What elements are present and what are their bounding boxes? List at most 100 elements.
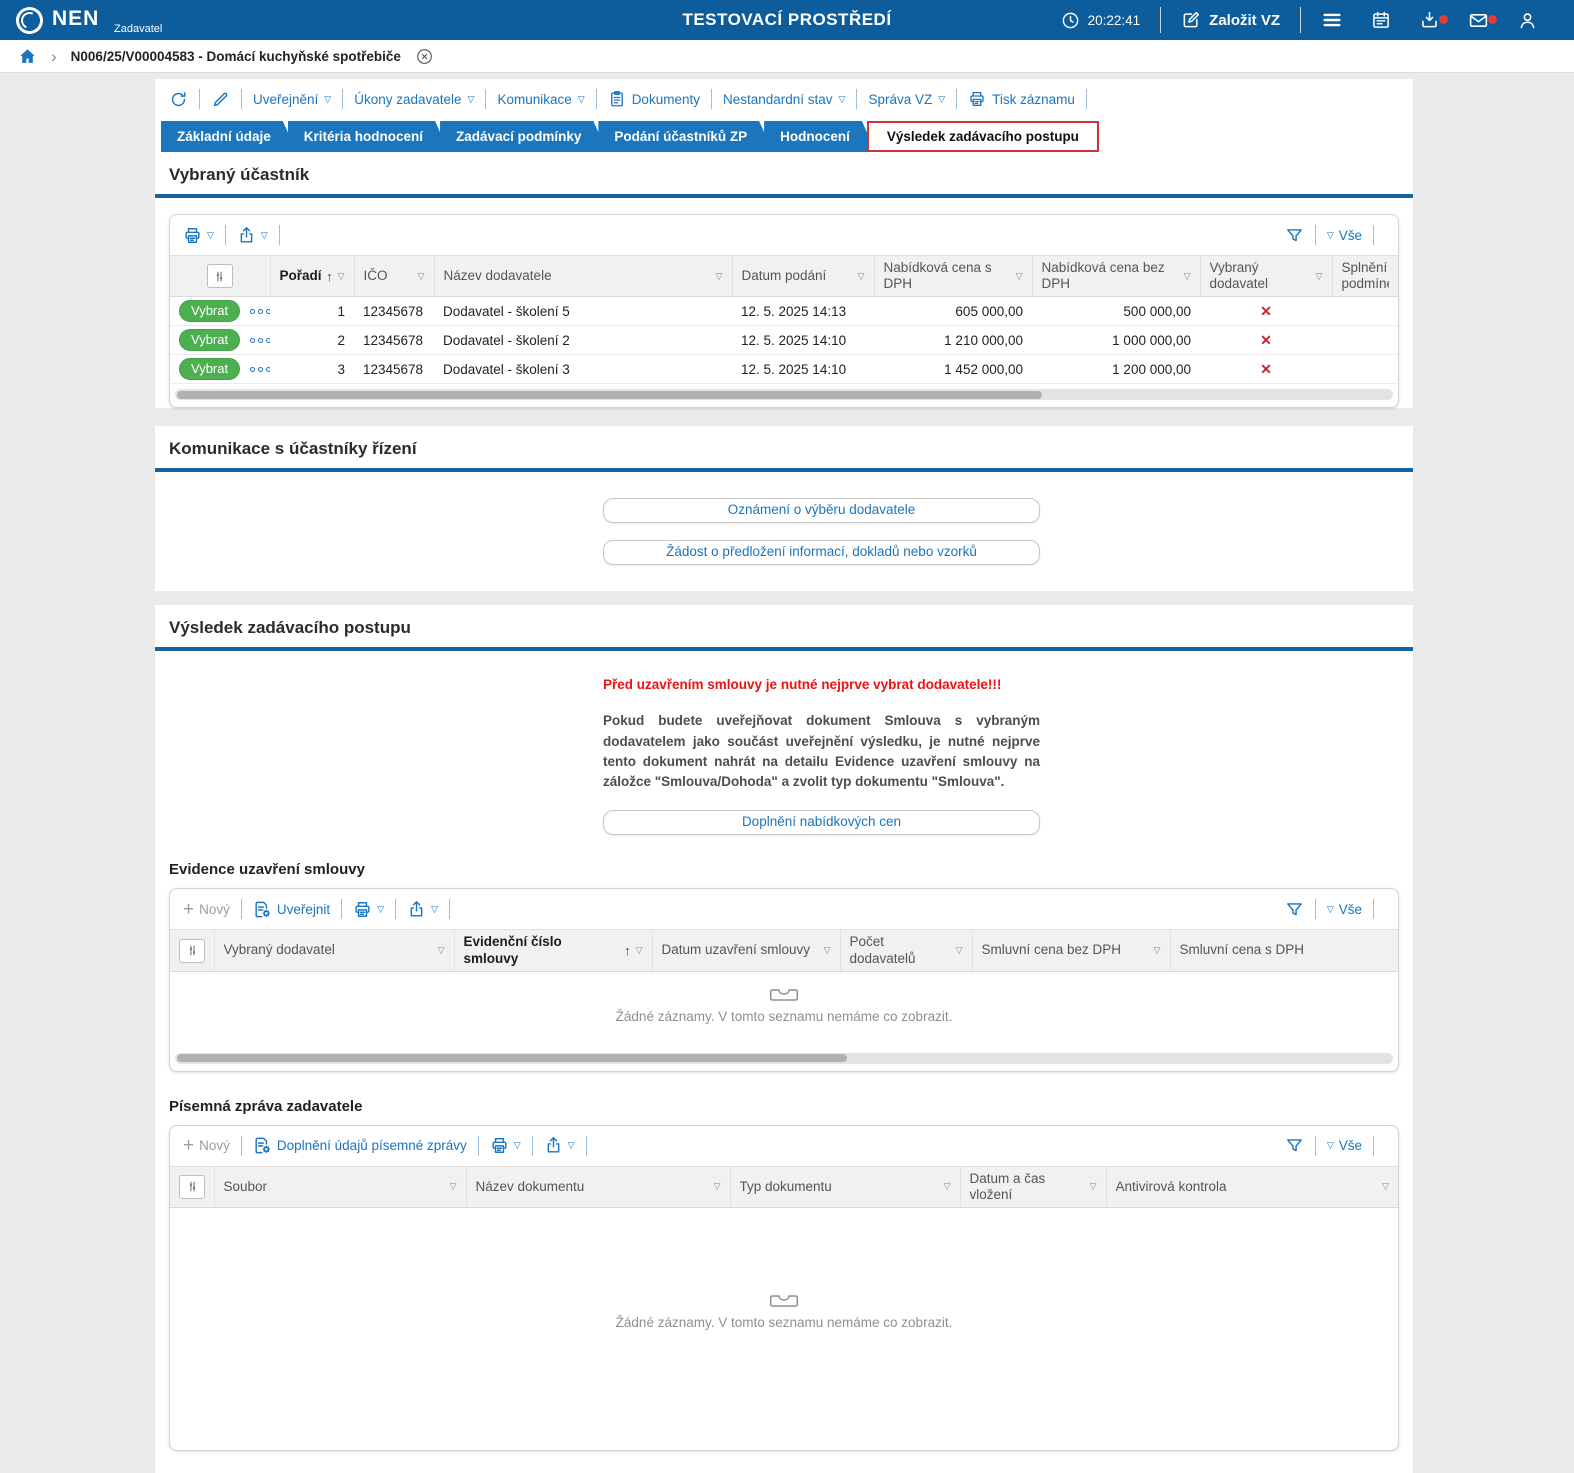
- menu-ukony-zadavatele[interactable]: Úkony zadavatele ▽: [354, 91, 475, 107]
- dropdown-caret-icon: ▽: [513, 1140, 521, 1151]
- subsection-title-pisemna-zprava: Písemná zpráva zadavatele: [169, 1097, 363, 1115]
- filter-caret-icon[interactable]: ▽: [823, 945, 831, 956]
- horizontal-scrollbar[interactable]: [175, 1052, 1393, 1064]
- show-all-button[interactable]: ▽ Vše: [1326, 1138, 1362, 1154]
- empty-state: Žádné záznamy. V tomto seznamu nemáme co…: [170, 1208, 1398, 1450]
- dropdown-caret-icon: ▽: [1326, 229, 1334, 240]
- row-menu-icon[interactable]: [250, 309, 270, 315]
- filter-caret-icon[interactable]: ▽: [713, 1181, 721, 1192]
- contract-registry-toolbar: + Nový Uveřejnit ▽ ▽: [170, 889, 1398, 929]
- filter-caret-icon[interactable]: ▽: [1015, 270, 1023, 281]
- export-icon: [410, 900, 423, 917]
- filter-caret-icon[interactable]: ▽: [449, 1181, 457, 1192]
- tab-hodnoceni[interactable]: Hodnocení: [764, 121, 876, 152]
- filter-caret-icon[interactable]: ▽: [1183, 270, 1191, 281]
- print-button[interactable]: ▽: [490, 1136, 521, 1155]
- print-button[interactable]: ▽: [183, 226, 214, 245]
- column-settings-icon[interactable]: [179, 938, 205, 963]
- written-report-panel: + Nový Doplnění údajů písemné zprávy ▽ ▽: [169, 1124, 1399, 1452]
- menu-dokumenty[interactable]: Dokumenty: [608, 90, 700, 108]
- filter-caret-icon[interactable]: ▽: [635, 945, 643, 956]
- filter-caret-icon[interactable]: ▽: [943, 1181, 951, 1192]
- participants-panel: ▽ ▽ ▽ Vše: [169, 214, 1399, 409]
- chevron-right-icon: ›: [51, 46, 57, 66]
- filter-caret-icon[interactable]: ▽: [857, 270, 865, 281]
- filter-caret-icon[interactable]: ▽: [1089, 1181, 1097, 1192]
- downloads-notification-dot: [1439, 14, 1448, 24]
- refresh-icon[interactable]: [169, 90, 188, 109]
- show-all-button[interactable]: ▽ Vše: [1326, 901, 1362, 917]
- main-menu-button[interactable]: [1307, 9, 1357, 31]
- table-row[interactable]: Vybrat 2 12345678 Dodavatel - školení 2 …: [170, 325, 1398, 356]
- printer-icon: [355, 901, 370, 917]
- filter-caret-icon[interactable]: ▽: [955, 945, 963, 956]
- table-row[interactable]: Vybrat 3 12345678 Dodavatel - školení 3 …: [170, 354, 1398, 385]
- menu-sprava-vz[interactable]: Správa VZ ▽: [868, 91, 946, 107]
- breadcrumb-record[interactable]: N006/25/V00004583 - Domácí kuchyňské spo…: [70, 48, 401, 64]
- record-detail-block: Uveřejnění ▽ Úkony zadavatele ▽ Komunika…: [155, 79, 1413, 409]
- section-rule: [155, 194, 1413, 198]
- participants-table: Pořadí ↑ ▽ IČO ▽ Název dodavatele ▽ Datum po…: [170, 254, 1398, 385]
- written-report-table: Soubor ▽ Název dokumentu ▽ Typ dokumentu ▽ …: [170, 1165, 1398, 1209]
- home-icon[interactable]: [18, 47, 37, 66]
- menu-tisk-zaznamu[interactable]: Tisk záznamu: [968, 90, 1075, 108]
- row-menu-icon[interactable]: [250, 367, 270, 373]
- profile-button[interactable]: [1503, 10, 1552, 31]
- calendar-button[interactable]: [1357, 10, 1405, 30]
- create-vz-button[interactable]: Založit VZ: [1167, 10, 1294, 30]
- tab-zakladni-udaje[interactable]: Základní údaje: [161, 121, 297, 152]
- fill-report-data-button[interactable]: Doplnění údajů písemné zprávy: [253, 1136, 467, 1155]
- tab-vysledek-zadavaciho-postupu[interactable]: Výsledek zadávacího postupu: [866, 121, 1099, 152]
- downloads-button[interactable]: [1405, 10, 1454, 31]
- request-documents-button[interactable]: Žádost o předložení informací, dokladů n…: [603, 540, 1040, 566]
- warning-text: Před uzavřením smlouvy je nutné nejprve …: [603, 677, 1002, 693]
- print-button[interactable]: ▽: [353, 900, 384, 919]
- brand-role: Zadavatel: [114, 23, 163, 35]
- download-tray-icon: [1422, 11, 1437, 27]
- export-button[interactable]: ▽: [237, 226, 268, 245]
- filter-caret-icon[interactable]: ▽: [715, 270, 723, 281]
- new-record-button[interactable]: + Nový: [183, 898, 230, 920]
- filter-icon[interactable]: [1285, 900, 1304, 919]
- filter-caret-icon[interactable]: ▽: [1315, 270, 1323, 281]
- filter-icon[interactable]: [1285, 226, 1304, 245]
- select-supplier-button[interactable]: Vybrat: [179, 300, 241, 323]
- calendar-icon: [1373, 11, 1389, 28]
- fill-offer-prices-button[interactable]: Doplnění nabídkových cen: [603, 810, 1040, 836]
- publish-button[interactable]: Uveřejnit: [253, 900, 330, 919]
- notice-of-selection-button[interactable]: Oznámení o výběru dodavatele: [603, 498, 1040, 524]
- dropdown-caret-icon: ▽: [431, 903, 438, 914]
- select-supplier-button[interactable]: Vybrat: [179, 329, 241, 352]
- communication-block: Komunikace s účastníky řízení Oznámení o…: [155, 426, 1413, 592]
- new-record-button[interactable]: + Nový: [183, 1135, 230, 1157]
- filter-caret-icon[interactable]: ▽: [1382, 1181, 1389, 1192]
- filter-caret-icon[interactable]: ▽: [1153, 945, 1161, 956]
- filter-caret-icon[interactable]: ▽: [417, 270, 425, 281]
- empty-tray-icon: [769, 989, 799, 1001]
- tab-podani-ucastniku[interactable]: Podání účastníků ZP: [598, 121, 773, 152]
- menu-uverejneni[interactable]: Uveřejnění ▽: [253, 91, 332, 107]
- dropdown-caret-icon: ▽: [324, 93, 332, 104]
- messages-button[interactable]: [1454, 10, 1503, 31]
- column-settings-icon[interactable]: [179, 1174, 205, 1199]
- contract-registry-table: Vybraný dodavatel ▽ Evidenční číslo smlou…: [170, 929, 1398, 972]
- filter-caret-icon[interactable]: ▽: [437, 945, 445, 956]
- show-all-button[interactable]: ▽ Vše: [1326, 227, 1362, 243]
- column-settings-icon[interactable]: [206, 264, 233, 289]
- row-menu-icon[interactable]: [250, 338, 270, 344]
- tab-zadavaci-podminky[interactable]: Zadávací podmínky: [440, 121, 607, 152]
- app-logo[interactable]: NEN Zadavatel: [12, 0, 162, 40]
- select-supplier-button[interactable]: Vybrat: [179, 358, 241, 381]
- menu-komunikace[interactable]: Komunikace ▽: [497, 91, 585, 107]
- export-button[interactable]: ▽: [407, 900, 438, 919]
- pencil-icon[interactable]: [211, 90, 230, 109]
- menu-nestandardni-stav[interactable]: Nestandardní stav ▽: [722, 91, 846, 107]
- filter-icon[interactable]: [1285, 1136, 1304, 1155]
- filter-caret-icon[interactable]: ▽: [337, 270, 345, 281]
- person-icon: [1520, 12, 1535, 28]
- horizontal-scrollbar[interactable]: [175, 389, 1393, 401]
- table-row[interactable]: Vybrat 1 12345678 Dodavatel - školení 5 …: [170, 296, 1398, 327]
- close-record-icon[interactable]: [415, 47, 434, 66]
- tab-kriteria-hodnoceni[interactable]: Kritéria hodnocení: [288, 121, 449, 152]
- export-button[interactable]: ▽: [544, 1136, 575, 1155]
